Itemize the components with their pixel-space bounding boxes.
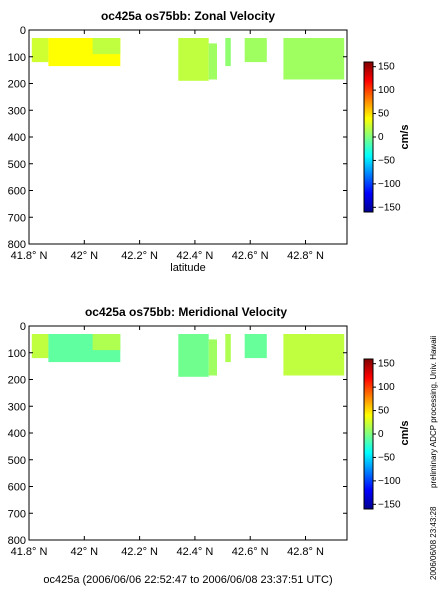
colorbar-label: cm/s — [399, 124, 411, 149]
colorbar-tick-label: 150 — [378, 359, 395, 370]
colorbar-tick-label: 0 — [378, 429, 384, 440]
axes: 41.8° N 42° N 42.2° N 42.4° N 42.6° N 42.8° N… — [8, 321, 347, 558]
y-tick-label: 700 — [8, 212, 26, 224]
velocity-cell-6 — [244, 38, 267, 63]
velocity-cell-5 — [225, 38, 231, 67]
y-tick-label: 100 — [8, 52, 26, 64]
chart-title: oc425a os75bb: Zonal Velocity — [101, 9, 275, 23]
y-tick-label: 200 — [8, 375, 26, 387]
velocity-cell-6 — [244, 334, 267, 359]
x-tick-label: 42° N — [70, 250, 98, 262]
colorbar-tick-label: −100 — [378, 476, 401, 487]
colorbar: 150 100 50 0 −50 −100 −150 — [363, 358, 401, 510]
processing-date: 2006/06/08 23:43:28 — [429, 506, 438, 580]
x-tick-label: 42.4° N — [177, 250, 214, 262]
colorbar-tick-label: 50 — [378, 109, 390, 120]
y-tick-label: 800 — [8, 535, 26, 547]
y-tick-label: 800 — [8, 239, 26, 251]
colorbar: 150 100 50 0 −50 −100 −150 — [363, 61, 401, 213]
x-tick-label: 42.8° N — [287, 546, 324, 558]
y-tick-label: 700 — [8, 508, 26, 520]
data-cells — [31, 38, 345, 81]
velocity-cell-3 — [178, 334, 209, 377]
y-tick-label: 400 — [8, 428, 26, 440]
y-tick-label: 100 — [8, 348, 26, 360]
colorbar-tick-label: 100 — [378, 85, 395, 96]
data-cells — [31, 334, 345, 377]
velocity-cell-4 — [208, 43, 217, 80]
y-tick-label: 0 — [20, 25, 26, 37]
velocity-cell-7 — [283, 38, 345, 80]
colorbar-tick-label: 0 — [378, 132, 384, 143]
colorbar-tick-label: 150 — [378, 62, 395, 73]
time-range-footer: oc425a (2006/06/06 22:52:47 to 2006/06/0… — [43, 574, 332, 586]
y-tick-label: 400 — [8, 132, 26, 144]
colorbar-label: cm/s — [399, 420, 411, 445]
x-tick-label: 42.4° N — [177, 546, 214, 558]
y-tick-label: 600 — [8, 482, 26, 494]
x-axis-label: latitude — [170, 262, 205, 274]
velocity-cell-4 — [208, 339, 217, 376]
velocity-cell-3 — [178, 38, 209, 81]
x-tick-label: 41.8° N — [11, 546, 48, 558]
x-tick-label: 41.8° N — [11, 250, 48, 262]
zonal-velocity-chart: oc425a os75bb: Zonal Velocity 41.8° N 42°… — [8, 9, 411, 274]
y-tick-label: 300 — [8, 105, 26, 117]
x-tick-label: 42.6° N — [232, 546, 269, 558]
axes: 41.8° N 42° N 42.2° N 42.4° N 42.6° N 42.8° N… — [8, 25, 347, 262]
x-tick-label: 42.2° N — [121, 250, 158, 262]
meridional-velocity-chart: oc425a os75bb: Meridional Velocity 41.8°… — [8, 305, 411, 558]
colorbar-tick-label: −150 — [378, 202, 401, 213]
colorbar-tick-label: −100 — [378, 179, 401, 190]
colorbar-tick-label: −50 — [378, 155, 395, 166]
x-tick-label: 42° N — [70, 546, 98, 558]
y-tick-label: 600 — [8, 186, 26, 198]
colorbar-tick-label: −150 — [378, 499, 401, 510]
velocity-cell-7 — [283, 334, 345, 376]
y-tick-label: 500 — [8, 159, 26, 171]
x-tick-label: 42.8° N — [287, 250, 324, 262]
processing-note: preliminary ADCP processing, Univ. Hawai… — [429, 336, 438, 488]
colorbar-scale — [363, 61, 374, 213]
velocity-cell-0 — [31, 334, 49, 359]
velocity-cell-2 — [92, 334, 121, 351]
velocity-cell-5 — [225, 334, 231, 363]
colorbar-tick-label: 50 — [378, 406, 390, 417]
velocity-cell-0 — [31, 38, 49, 63]
x-tick-label: 42.6° N — [232, 250, 269, 262]
colorbar-tick-label: −50 — [378, 452, 395, 463]
colorbar-scale — [363, 358, 374, 510]
y-tick-label: 500 — [8, 455, 26, 467]
y-tick-label: 200 — [8, 79, 26, 91]
chart-title: oc425a os75bb: Meridional Velocity — [85, 305, 287, 319]
y-tick-label: 0 — [20, 321, 26, 333]
y-tick-label: 300 — [8, 401, 26, 413]
x-tick-label: 42.2° N — [121, 546, 158, 558]
velocity-cell-2 — [92, 38, 121, 55]
colorbar-tick-label: 100 — [378, 382, 395, 393]
